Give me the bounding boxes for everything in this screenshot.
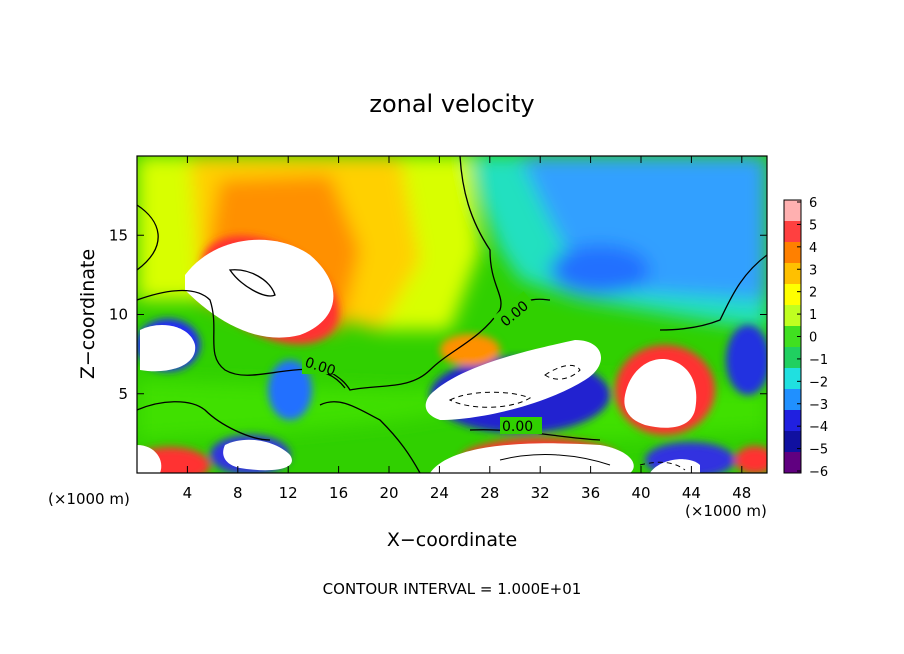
x-tick-label: 16 (329, 484, 348, 502)
colorbar-tick-label: 2 (809, 286, 817, 301)
colorbar-segment (784, 431, 801, 453)
colorbar-segment (784, 389, 801, 411)
colorbar-tick-label: −6 (809, 465, 828, 480)
y-axis: 5 10 15 (109, 226, 767, 403)
colorbar-tick-label: −4 (809, 420, 828, 435)
colorbar-segment (784, 452, 801, 474)
x-tick-label: 12 (279, 484, 298, 502)
colorbar-tick-label: 4 (809, 241, 817, 256)
white-extrema-regions (137, 239, 700, 473)
colorbar-segment (784, 347, 801, 369)
velocity-field (137, 156, 767, 473)
contour-label-3: 0.00 (502, 419, 533, 435)
colorbar-tick-label: 6 (809, 196, 817, 211)
x-tick-label: 40 (631, 484, 650, 502)
x-tick-label: 24 (430, 484, 449, 502)
colorbar: 6 5 4 3 2 1 0 −1 −2 −3 −4 −5 −6 (783, 196, 828, 480)
x-axis-title: X−coordinate (387, 529, 517, 551)
colorbar-segment (784, 221, 801, 243)
colorbar-segment (784, 410, 801, 432)
colorbar-tick-label: 0 (809, 331, 817, 346)
colorbar-segment (784, 368, 801, 390)
x-tick-label: 28 (480, 484, 499, 502)
x-unit-label-right: (×1000 m) (685, 502, 767, 520)
x-tick-label: 48 (732, 484, 751, 502)
colorbar-tick-label: 3 (809, 263, 817, 278)
colorbar-segment (784, 326, 801, 348)
x-tick-label: 8 (233, 484, 243, 502)
chart-title: zonal velocity (369, 90, 534, 118)
colorbar-tick-label: −5 (809, 443, 828, 458)
y-tick-label: 15 (109, 226, 128, 244)
colorbar-tick-label: −1 (809, 353, 828, 368)
x-tick-label: 4 (183, 484, 193, 502)
x-tick-label: 32 (531, 484, 550, 502)
colorbar-tick-label: 5 (809, 218, 817, 233)
colorbar-tick-label: −3 (809, 398, 828, 413)
x-unit-label-left: (×1000 m) (48, 490, 130, 508)
y-tick-label: 5 (118, 385, 128, 403)
colorbar-segment (784, 284, 801, 306)
contour-interval-footer: CONTOUR INTERVAL = 1.000E+01 (323, 580, 582, 598)
colorbar-segment (784, 263, 801, 285)
x-tick-label: 44 (682, 484, 701, 502)
x-tick-label: 36 (581, 484, 600, 502)
x-axis: 4 8 12 16 20 24 28 32 36 40 44 48 (183, 156, 751, 502)
colorbar-segment (784, 305, 801, 327)
solid-inner-contour (499, 454, 611, 466)
colorbar-segment (784, 242, 801, 264)
colorbar-tick-label: −2 (809, 375, 828, 390)
y-axis-title: Z−coordinate (77, 249, 99, 379)
y-tick-label: 10 (109, 306, 128, 324)
colorbar-tick-label: 1 (809, 308, 817, 323)
colorbar-segment (784, 200, 801, 222)
x-tick-label: 20 (379, 484, 398, 502)
dashed-contours (448, 364, 686, 471)
